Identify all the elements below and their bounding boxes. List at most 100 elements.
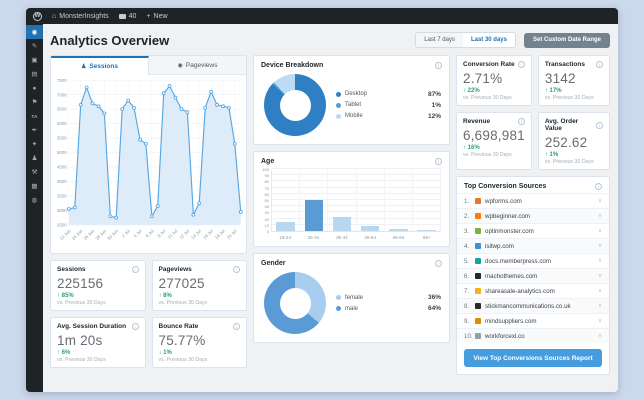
- info-icon[interactable]: i: [595, 183, 602, 190]
- stat-note: vs. Previous 30 Days: [158, 357, 208, 364]
- ecommerce-stats-grid: Conversion Rate i 2.71% ↑ 22% vs. Previous 3…: [456, 55, 610, 170]
- info-icon[interactable]: i: [131, 323, 139, 331]
- collapse-icon: ◍: [31, 197, 38, 204]
- source-row-mindsuppliers-com[interactable]: 9. mindsuppliers.com ∨: [457, 313, 609, 328]
- source-row-docs-memberpress-com[interactable]: 5. docs.memberpress.com ∨: [457, 253, 609, 268]
- chevron-down-icon[interactable]: ∨: [597, 213, 602, 219]
- source-row-stickmancommunications-co-uk[interactable]: 8. stickmancommunications.co.uk ∨: [457, 298, 609, 313]
- legend-dot-icon: [336, 102, 341, 108]
- stat-change: ↑ 85%: [57, 293, 74, 300]
- wordpress-logo-icon[interactable]: W: [33, 11, 42, 21]
- source-rank: 4.: [464, 242, 470, 250]
- legend-label: male: [345, 305, 359, 312]
- gender-legend: female 36% male 64%: [336, 294, 441, 312]
- sidebar-item-feedback[interactable]: ⚑: [26, 95, 43, 109]
- sidebar-item-analytics[interactable]: TA: [26, 109, 43, 123]
- info-icon[interactable]: i: [596, 121, 603, 129]
- svg-text:16 Jul: 16 Jul: [202, 228, 214, 240]
- sidebar-item-comments[interactable]: ●: [26, 81, 43, 95]
- last-30-days-button[interactable]: Last 30 days: [462, 33, 515, 47]
- chevron-down-icon[interactable]: ∨: [597, 318, 602, 324]
- source-rank: 6.: [464, 272, 470, 280]
- source-domain: docs.memberpress.com: [485, 257, 552, 265]
- source-row-isitwp-com[interactable]: 4. isitwp.com ∨: [457, 238, 609, 253]
- info-icon[interactable]: i: [517, 61, 525, 68]
- sidebar-item-users[interactable]: ♟: [26, 151, 43, 165]
- svg-text:2 Jul: 2 Jul: [121, 228, 131, 238]
- favicon-icon: [475, 243, 481, 249]
- svg-text:5500: 5500: [57, 136, 67, 141]
- gender-card: Gender i female 36% male 64%: [253, 253, 450, 343]
- chevron-down-icon[interactable]: ∨: [597, 228, 602, 234]
- chevron-down-icon[interactable]: ∨: [597, 198, 602, 204]
- sidebar-item-pages[interactable]: ▤: [26, 67, 43, 81]
- source-row-wpbeginner-com[interactable]: 2. wpbeginner.com ∨: [457, 208, 609, 223]
- legend-label: female: [345, 294, 364, 301]
- svg-text:3000: 3000: [57, 208, 67, 213]
- page-title: Analytics Overview: [50, 32, 170, 48]
- tab-pageviews[interactable]: ◉ Pageviews: [149, 56, 246, 75]
- set-custom-date-range-button[interactable]: Set Custom Date Range: [523, 32, 610, 48]
- info-icon[interactable]: i: [131, 266, 139, 274]
- last-7-days-button[interactable]: Last 7 days: [416, 33, 463, 47]
- view-report-button[interactable]: View Top Conversions Sources Report: [464, 349, 602, 367]
- device-legend: Desktop 87% Tablet 1% Mobile 12%: [336, 91, 441, 120]
- admin-bar-site-menu[interactable]: ⌂ MonsterInsights: [52, 13, 109, 20]
- stat-value: 225156: [57, 276, 104, 292]
- svg-text:6000: 6000: [57, 121, 67, 126]
- legend-item-desktop: Desktop 87%: [336, 91, 441, 98]
- chevron-down-icon[interactable]: ∨: [597, 273, 602, 279]
- chevron-down-icon[interactable]: ∨: [597, 243, 602, 249]
- stat-value: 2.71%: [463, 71, 503, 86]
- admin-bar-comments[interactable]: 40: [118, 13, 136, 20]
- chevron-down-icon[interactable]: ∨: [597, 258, 602, 264]
- stat-note: vs. Previous 30 Days: [463, 152, 512, 158]
- source-domain: mindsuppliers.com: [485, 317, 537, 325]
- sidebar-item-plugins[interactable]: ✦: [26, 137, 43, 151]
- legend-item-female: female 36%: [336, 294, 441, 301]
- source-domain: shareasale-analytics.com: [485, 287, 555, 295]
- settings-icon: ▦: [31, 183, 38, 190]
- chevron-down-icon[interactable]: ∨: [597, 288, 602, 294]
- info-icon[interactable]: i: [596, 61, 603, 68]
- info-icon[interactable]: i: [233, 266, 240, 274]
- info-icon[interactable]: i: [233, 323, 240, 331]
- legend-dot-icon: [336, 113, 341, 119]
- tab-sessions[interactable]: ♟ Sessions: [51, 56, 149, 75]
- stat-label: Avg. Order Value: [544, 118, 579, 132]
- chevron-down-icon[interactable]: ∨: [597, 303, 602, 309]
- source-row-shareasale-analytics-com[interactable]: 7. shareasale-analytics.com ∨: [457, 283, 609, 298]
- info-icon[interactable]: i: [517, 118, 525, 125]
- tab-sessions-label: Sessions: [89, 63, 118, 70]
- sidebar-item-appearance[interactable]: ✒: [26, 123, 43, 137]
- site-name: MonsterInsights: [59, 12, 109, 20]
- source-row-machothemes-com[interactable]: 6. machothemes.com ∨: [457, 268, 609, 283]
- info-icon[interactable]: i: [435, 62, 442, 69]
- source-row-optinmonster-com[interactable]: 3. optinmonster.com ∨: [457, 223, 609, 238]
- stat-note: vs. Previous 30 Days: [544, 95, 594, 101]
- top-conversion-sources-card: Top Conversion Sources i 1. wpforms.com ∨ 2…: [456, 176, 610, 375]
- info-icon[interactable]: i: [435, 158, 442, 165]
- stat-card-avg-session-duration: Avg. Session Duration i 1m 20s ↑ 6% vs. Prev…: [50, 317, 146, 369]
- admin-bar-new[interactable]: + New: [146, 13, 167, 20]
- stat-card-bounce-rate: Bounce Rate i 75.77% ↓ 1% vs. Previous 30 Da…: [151, 317, 247, 369]
- source-domain: machothemes.com: [485, 272, 538, 280]
- age-xlabel: 55-64: [392, 235, 405, 240]
- sidebar-item-settings[interactable]: ▦: [26, 179, 43, 193]
- sidebar-item-dashboard[interactable]: ◉: [26, 25, 43, 39]
- sidebar-item-collapse[interactable]: ◍: [26, 193, 43, 207]
- chevron-down-icon[interactable]: ∨: [597, 333, 602, 339]
- source-row-workforcexl-co[interactable]: 10. workforcexl.co ∨: [457, 328, 609, 343]
- legend-item-male: male 64%: [336, 305, 441, 312]
- sidebar-item-media[interactable]: ▣: [26, 53, 43, 67]
- tab-pageviews-label: Pageviews: [185, 61, 218, 69]
- info-icon[interactable]: i: [435, 260, 442, 267]
- sidebar-item-tools[interactable]: ⚒: [26, 165, 43, 179]
- source-rank: 1.: [464, 197, 470, 205]
- stat-value: 1m 20s: [57, 333, 103, 349]
- sidebar-item-posts[interactable]: ✎: [26, 39, 43, 53]
- source-rank: 5.: [464, 257, 470, 265]
- svg-text:22 Jun: 22 Jun: [59, 228, 72, 241]
- svg-text:20 Jul: 20 Jul: [226, 228, 238, 240]
- source-row-wpforms-com[interactable]: 1. wpforms.com ∨: [457, 193, 609, 208]
